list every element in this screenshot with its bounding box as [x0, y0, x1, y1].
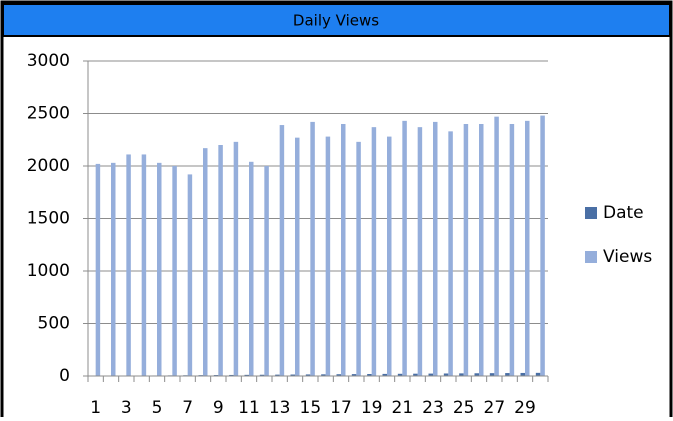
x-tick-label: 3	[121, 398, 132, 417]
legend-swatch	[585, 251, 597, 263]
y-tick-label: 2000	[27, 156, 70, 176]
bar	[96, 164, 101, 376]
bar	[510, 124, 514, 376]
bar	[188, 174, 193, 376]
bar	[433, 122, 438, 376]
x-tick-label: 5	[152, 398, 163, 417]
bar	[203, 148, 208, 376]
legend-label: Views	[603, 247, 652, 267]
x-tick-label: 17	[330, 398, 352, 417]
x-tick-label: 9	[213, 398, 224, 417]
y-tick-label: 2500	[27, 104, 70, 124]
x-tick-label: 7	[182, 398, 193, 417]
legend-swatch	[585, 207, 597, 219]
bar	[249, 162, 254, 376]
chart-title: Daily Views	[293, 12, 379, 30]
x-tick-label: 25	[453, 398, 475, 417]
x-tick-label: 29	[514, 398, 536, 417]
bar	[126, 154, 131, 376]
bar	[218, 145, 223, 376]
y-tick-label: 1500	[27, 209, 70, 229]
bar	[525, 121, 530, 376]
x-tick-label: 1	[90, 398, 101, 417]
y-tick-label: 500	[38, 314, 70, 334]
y-tick-label: 1000	[27, 261, 70, 281]
bar	[341, 124, 346, 376]
bar	[387, 137, 392, 376]
y-tick-label: 0	[59, 366, 70, 386]
x-tick-label: 19	[361, 398, 383, 417]
legend-label: Date	[603, 203, 644, 223]
bar	[479, 124, 484, 376]
x-tick-label: 23	[422, 398, 444, 417]
x-tick-label: 27	[484, 398, 506, 417]
bar	[372, 127, 377, 376]
bar	[448, 131, 453, 376]
bar	[234, 142, 239, 376]
bar	[356, 142, 361, 376]
x-tick-label: 15	[300, 398, 322, 417]
bar	[111, 163, 116, 376]
bar	[142, 154, 147, 376]
x-tick-label: 21	[392, 398, 414, 417]
bar	[172, 166, 177, 376]
bar	[494, 117, 499, 376]
y-tick-label: 3000	[27, 51, 70, 71]
frame	[2, 2, 671, 417]
bar	[464, 124, 469, 376]
x-tick-label: 11	[238, 398, 260, 417]
bar	[402, 121, 407, 376]
bar	[326, 137, 331, 376]
bar	[540, 116, 545, 376]
x-tick-label: 13	[269, 398, 291, 417]
bar	[157, 163, 162, 376]
bar	[264, 166, 269, 376]
bar	[310, 122, 315, 376]
bar	[280, 125, 285, 376]
bar	[295, 138, 300, 376]
bar	[418, 127, 423, 376]
